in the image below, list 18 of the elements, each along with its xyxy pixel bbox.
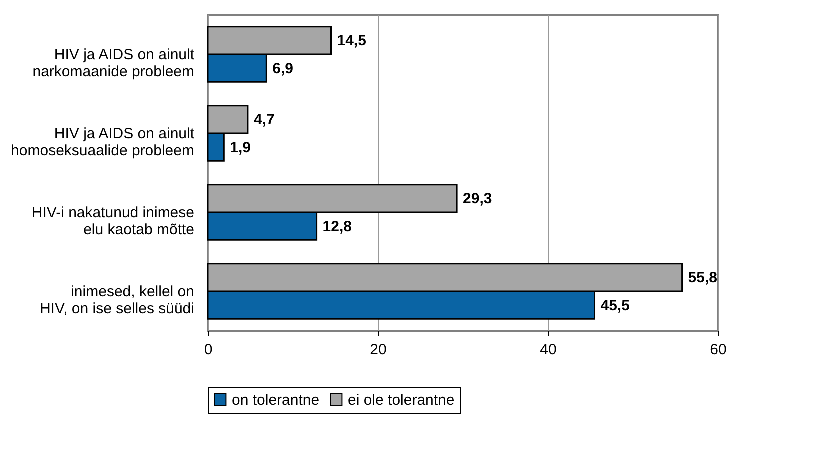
data-label: 14,5 — [337, 32, 366, 50]
y-tick-label: HIV ja AIDS on ainult homoseksuaalide probleem — [11, 126, 196, 160]
x-tick-label: 0 — [204, 342, 213, 358]
y-tick-label: HIV ja AIDS on ainult narkomaanide probleem — [32, 46, 196, 80]
data-label: 55,8 — [688, 270, 718, 287]
data-label: 29,3 — [463, 190, 492, 208]
y-tick-label: HIV-i nakatunud inimese elu kaotab mõtte — [32, 204, 194, 238]
data-label: 1,9 — [230, 139, 252, 156]
legend-label: ei ole tolerantne — [348, 392, 455, 409]
data-label: 6,9 — [272, 60, 294, 78]
x-tick-label: 20 — [370, 342, 387, 358]
data-label: 12,8 — [322, 218, 352, 236]
x-tick-label: 60 — [710, 342, 727, 358]
x-tick-label: 40 — [540, 342, 557, 358]
data-label: 4,7 — [254, 112, 275, 129]
legend-label: on tolerantne — [232, 392, 320, 409]
data-label: 45,5 — [600, 297, 630, 314]
y-tick-label: inimesed, kellel on HIV, on ise selles süüdi — [40, 284, 194, 318]
